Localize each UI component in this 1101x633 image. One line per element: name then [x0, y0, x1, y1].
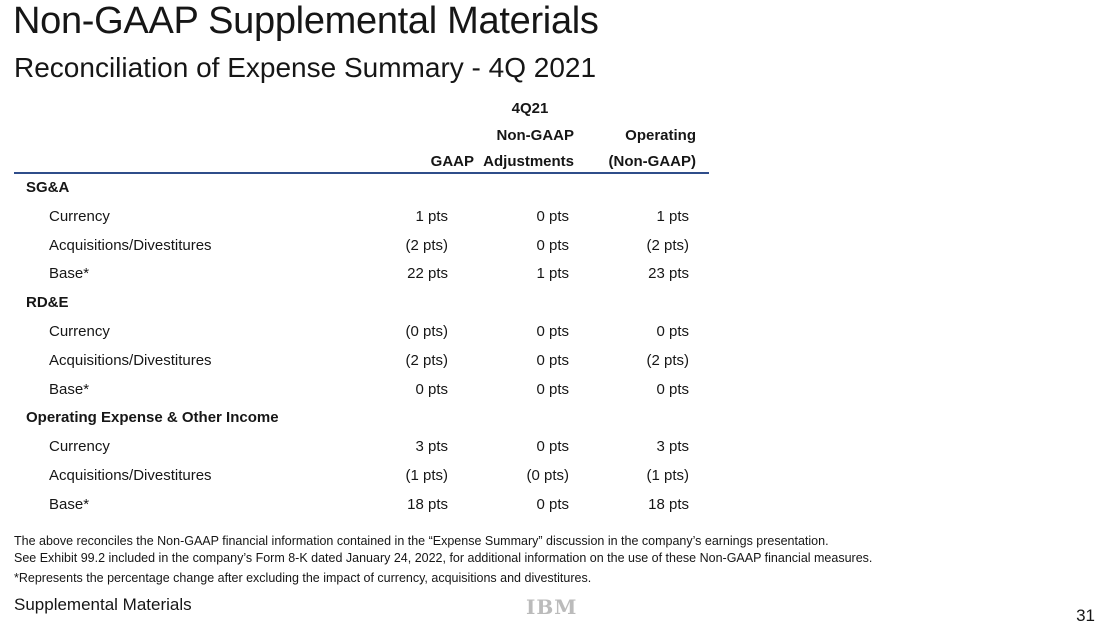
adjustment-value: 0 pts [536, 207, 569, 225]
row-label: Base* [49, 380, 90, 398]
gaap-value: 0 pts [415, 380, 448, 398]
table-row: Base* 18 pts 0 pts 18 pts [0, 496, 720, 518]
section-label: RD&E [26, 294, 69, 312]
footer-label: Supplemental Materials [14, 595, 192, 614]
note-3: *Represents the percentage change after … [14, 571, 592, 585]
table-row: Base* 22 pts 1 pts 23 pts [0, 265, 720, 287]
section-label: SG&A [26, 179, 70, 196]
section-label: Operating Expense & Other Income [26, 409, 279, 427]
gaap-value: (0 pts) [405, 323, 448, 340]
adjustment-value: 0 pts [536, 438, 569, 456]
table-row: Currency 3 pts 0 pts 3 pts [0, 438, 720, 460]
col-adj-header-1: Non-GAAP [496, 127, 575, 144]
table-row: Acquisitions/Divestitures (2 pts) 0 pts (2 … [0, 352, 720, 374]
operating-value: (1 pts) [646, 467, 689, 484]
operating-value: 0 pts [656, 323, 689, 340]
row-label: Currency [49, 207, 110, 225]
col-op-header-1: Operating [625, 127, 696, 144]
table-row: Currency (0 pts) 0 pts 0 pts [0, 323, 720, 345]
adjustment-value: 0 pts [536, 380, 569, 398]
adjustment-value: 0 pts [536, 351, 569, 369]
operating-value: 23 pts [648, 265, 689, 283]
gaap-value: 22 pts [407, 265, 448, 283]
page-title: Non-GAAP Supplemental Materials [13, 0, 599, 42]
gaap-value: (1 pts) [405, 467, 448, 484]
table-row: Acquisitions/Divestitures (1 pts) (0 pts) (… [0, 467, 720, 489]
row-label: Base* [49, 265, 90, 283]
col-op-header-2: (Non-GAAP) [608, 153, 696, 170]
row-label: Acquisitions/Divestitures [49, 467, 212, 484]
row-label: Currency [49, 438, 110, 456]
adjustment-value: 0 pts [536, 495, 569, 513]
adjustment-value: 1 pts [536, 265, 569, 283]
note-2: See Exhibit 99.2 included in the company… [14, 551, 873, 565]
row-label: Base* [49, 495, 90, 513]
adjustment-value: 0 pts [536, 236, 569, 254]
section-row: SG&A [0, 179, 720, 201]
note-1: The above reconciles the Non-GAAP financ… [14, 534, 829, 548]
row-label: Currency [49, 323, 110, 340]
section-row: RD&E [0, 294, 720, 316]
adjustment-value: 0 pts [536, 323, 569, 340]
operating-value: 18 pts [648, 495, 689, 513]
ibm-logo: IBM [526, 595, 578, 619]
section-row: Operating Expense & Other Income [0, 409, 720, 431]
operating-value: 3 pts [656, 438, 689, 456]
operating-value: 0 pts [656, 380, 689, 398]
gaap-value: 18 pts [407, 495, 448, 513]
table-row: Acquisitions/Divestitures (2 pts) 0 pts (2 … [0, 237, 720, 259]
gaap-value: (2 pts) [405, 351, 448, 369]
table-row: Base* 0 pts 0 pts 0 pts [0, 381, 720, 403]
operating-value: (2 pts) [646, 351, 689, 369]
row-label: Acquisitions/Divestitures [49, 236, 212, 254]
operating-value: (2 pts) [646, 236, 689, 254]
gaap-value: 3 pts [415, 438, 448, 456]
gaap-value: 1 pts [415, 207, 448, 225]
col-adj-header-2: Adjustments [483, 153, 574, 170]
gaap-value: (2 pts) [405, 236, 448, 254]
table-row: Currency 1 pts 0 pts 1 pts [0, 208, 720, 230]
operating-value: 1 pts [656, 207, 689, 225]
col-gaap-header: GAAP [430, 153, 474, 170]
adjustment-value: (0 pts) [526, 467, 569, 484]
period-header: 4Q21 [511, 100, 549, 117]
header-divider [14, 172, 709, 174]
page-subtitle: Reconciliation of Expense Summary - 4Q 2… [14, 52, 597, 83]
page-number: 31 [1076, 606, 1095, 625]
row-label: Acquisitions/Divestitures [49, 351, 212, 369]
